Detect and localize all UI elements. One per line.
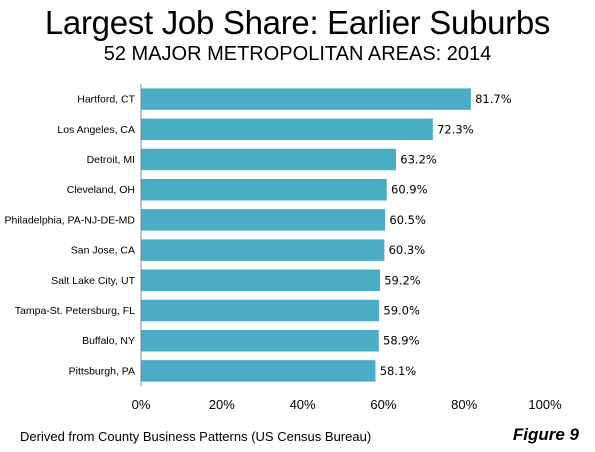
category-label: Philadelphia, PA-NJ-DE-MD [4, 214, 135, 226]
category-label: Hartford, CT [77, 94, 135, 106]
data-label: 59.2% [384, 273, 421, 287]
category-label: Buffalo, NY [82, 335, 135, 347]
data-label: 63.2% [400, 153, 437, 167]
data-label: 60.9% [391, 183, 428, 197]
x-tick-label: 20% [209, 397, 235, 412]
data-label: 59.0% [383, 304, 420, 318]
bar [140, 269, 381, 292]
figure-label: Figure 9 [512, 425, 579, 444]
category-label: San Jose, CA [71, 245, 135, 257]
bar [140, 208, 386, 232]
x-tick-label: 60% [370, 397, 396, 412]
data-label: 58.1% [380, 364, 417, 378]
x-tick-label: 0% [132, 397, 151, 412]
bar [140, 87, 472, 111]
data-label: 58.9% [383, 334, 420, 348]
x-tick-label: 80% [451, 397, 477, 412]
bar [140, 178, 388, 201]
bar [140, 148, 397, 171]
x-tick-label: 100% [528, 397, 562, 412]
category-label: Pittsburgh, PA [69, 365, 135, 377]
bar [140, 238, 385, 262]
source-note: Derived from County Business Patterns (U… [20, 429, 372, 444]
bar [140, 299, 380, 322]
data-label: 81.7% [475, 92, 512, 106]
category-label: Salt Lake City, UT [51, 275, 135, 287]
chart-subtitle: 52 MAJOR METROPOLITAN AREAS: 2014 [103, 43, 492, 65]
data-label: 72.3% [437, 122, 474, 136]
x-tick-label: 40% [290, 397, 316, 412]
category-label: Detroit, MI [87, 154, 135, 166]
category-label: Los Angeles, CA [57, 124, 135, 136]
bar [140, 359, 376, 383]
chart-title: Largest Job Share: Earlier Suburbs [44, 4, 551, 41]
category-label: Tampa-St. Petersburg, FL [15, 305, 135, 317]
data-label: 60.5% [389, 213, 426, 227]
category-label: Cleveland, OH [67, 184, 135, 196]
data-label: 60.3% [389, 243, 426, 257]
bar [140, 329, 380, 352]
bar [140, 118, 434, 141]
